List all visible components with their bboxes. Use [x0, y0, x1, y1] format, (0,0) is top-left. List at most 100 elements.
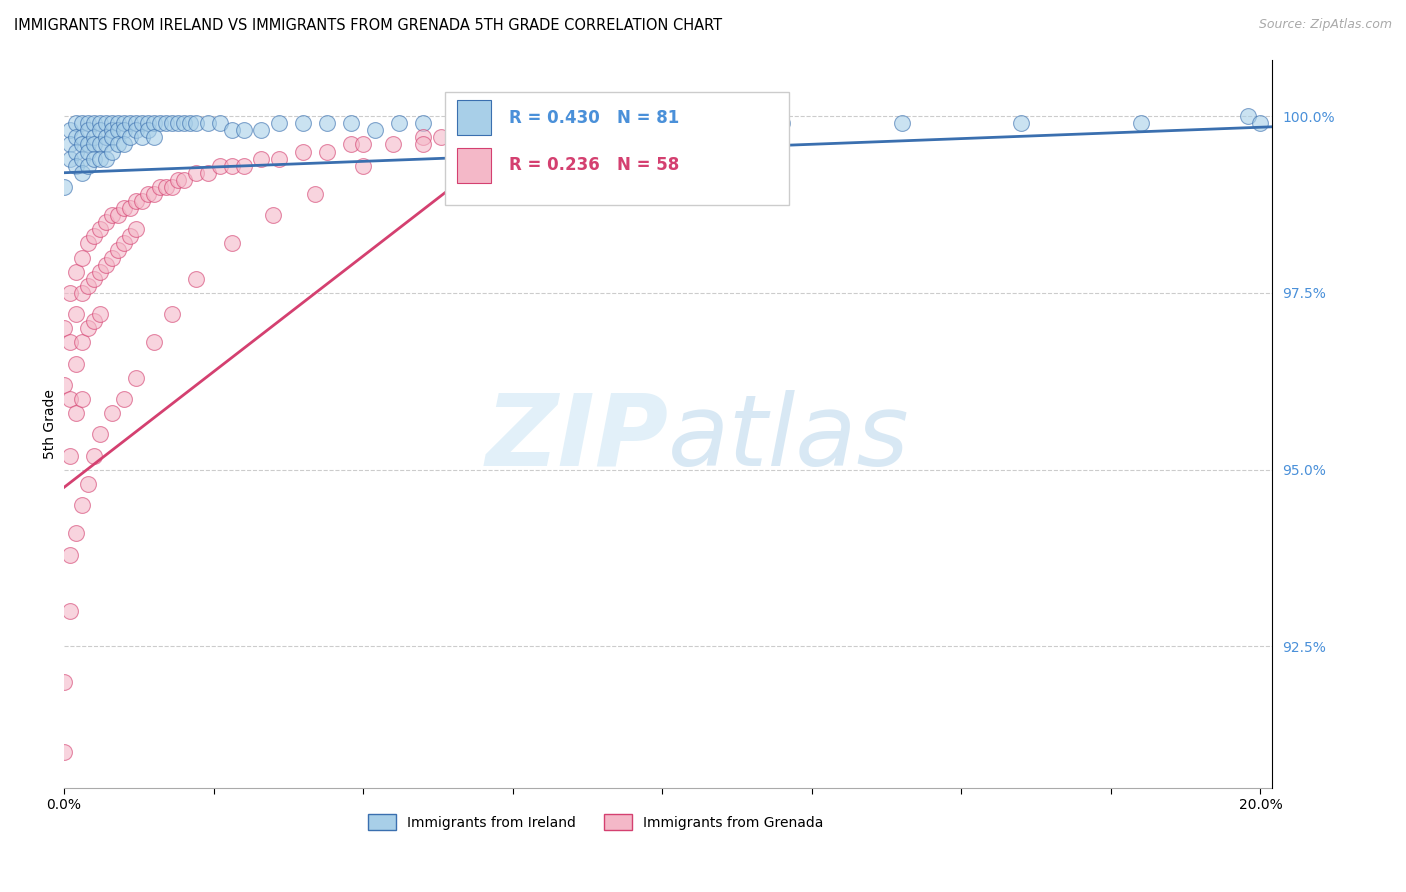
- Point: [340, 137, 363, 152]
- Point: [65, 526, 87, 541]
- Point: [94, 130, 117, 145]
- Point: [364, 123, 387, 137]
- Point: [83, 229, 105, 244]
- Point: [94, 152, 117, 166]
- Point: [59, 604, 82, 618]
- Point: [77, 321, 100, 335]
- Point: [221, 236, 243, 251]
- FancyBboxPatch shape: [457, 100, 491, 136]
- Point: [208, 159, 231, 173]
- Point: [1237, 109, 1260, 123]
- Point: [441, 130, 464, 145]
- Point: [136, 186, 159, 201]
- Point: [412, 130, 434, 145]
- Text: R = 0.430   N = 81: R = 0.430 N = 81: [509, 109, 679, 127]
- Point: [77, 116, 100, 130]
- Point: [131, 130, 153, 145]
- Point: [269, 116, 291, 130]
- Point: [770, 116, 793, 130]
- Point: [142, 116, 165, 130]
- Point: [53, 674, 76, 689]
- Point: [101, 208, 124, 222]
- Point: [531, 116, 554, 130]
- Point: [89, 116, 111, 130]
- Point: [89, 137, 111, 152]
- Point: [59, 137, 82, 152]
- Point: [112, 137, 135, 152]
- Point: [221, 123, 243, 137]
- Point: [59, 335, 82, 350]
- Point: [83, 272, 105, 286]
- Point: [471, 116, 494, 130]
- Point: [107, 244, 129, 258]
- Point: [65, 130, 87, 145]
- Point: [352, 137, 374, 152]
- Point: [651, 116, 673, 130]
- Point: [269, 152, 291, 166]
- Point: [83, 314, 105, 328]
- Point: [53, 746, 76, 760]
- Point: [101, 406, 124, 420]
- Point: [65, 406, 87, 420]
- Point: [101, 145, 124, 159]
- Legend: Immigrants from Ireland, Immigrants from Grenada: Immigrants from Ireland, Immigrants from…: [363, 808, 828, 836]
- Point: [118, 229, 141, 244]
- Point: [70, 392, 93, 406]
- Point: [65, 307, 87, 321]
- Point: [136, 123, 159, 137]
- Point: [101, 116, 124, 130]
- Point: [166, 116, 188, 130]
- Point: [142, 130, 165, 145]
- Point: [262, 208, 284, 222]
- Point: [292, 145, 315, 159]
- Point: [232, 159, 254, 173]
- Point: [142, 335, 165, 350]
- Text: Source: ZipAtlas.com: Source: ZipAtlas.com: [1258, 18, 1392, 31]
- Text: atlas: atlas: [668, 390, 910, 487]
- Point: [94, 116, 117, 130]
- Point: [70, 285, 93, 300]
- Point: [1010, 116, 1032, 130]
- Point: [77, 137, 100, 152]
- Point: [70, 251, 93, 265]
- Point: [208, 116, 231, 130]
- Point: [316, 116, 339, 130]
- Point: [94, 137, 117, 152]
- Point: [59, 152, 82, 166]
- Point: [382, 137, 405, 152]
- Point: [149, 179, 172, 194]
- Point: [184, 116, 207, 130]
- Text: R = 0.236   N = 58: R = 0.236 N = 58: [509, 156, 679, 174]
- Point: [112, 236, 135, 251]
- Point: [1129, 116, 1152, 130]
- Point: [160, 116, 183, 130]
- Text: ZIP: ZIP: [485, 390, 668, 487]
- Point: [101, 251, 124, 265]
- Point: [316, 145, 339, 159]
- Point: [89, 222, 111, 236]
- Point: [711, 116, 734, 130]
- Point: [89, 307, 111, 321]
- Point: [136, 116, 159, 130]
- FancyBboxPatch shape: [457, 148, 491, 183]
- Point: [107, 208, 129, 222]
- Point: [179, 116, 201, 130]
- Point: [890, 116, 912, 130]
- Point: [591, 116, 613, 130]
- Point: [118, 116, 141, 130]
- Point: [83, 137, 105, 152]
- Point: [77, 236, 100, 251]
- Point: [292, 116, 315, 130]
- Point: [77, 145, 100, 159]
- Point: [70, 152, 93, 166]
- Point: [131, 116, 153, 130]
- Point: [112, 392, 135, 406]
- Point: [173, 173, 195, 187]
- Point: [197, 116, 219, 130]
- Point: [65, 145, 87, 159]
- Point: [59, 285, 82, 300]
- Point: [94, 215, 117, 229]
- Point: [101, 130, 124, 145]
- Point: [77, 123, 100, 137]
- Point: [77, 278, 100, 293]
